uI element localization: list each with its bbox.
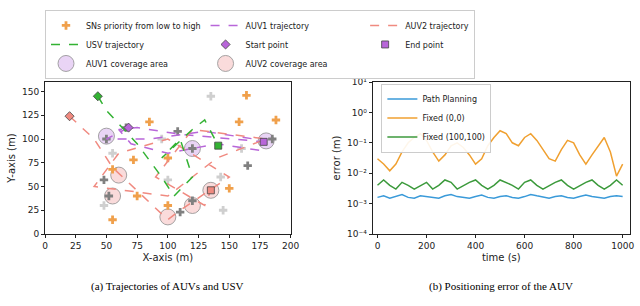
svg-text:(a) Trajectories of AUVs and U: (a) Trajectories of AUVs and USV: [91, 280, 244, 293]
svg-text:150: 150: [22, 87, 39, 97]
svg-text:USV trajectory: USV trajectory: [86, 41, 144, 50]
svg-text:time (s): time (s): [482, 252, 521, 263]
svg-text:800: 800: [565, 241, 582, 251]
svg-text:Fixed (0,0): Fixed (0,0): [422, 114, 464, 123]
svg-text:Start point: Start point: [246, 41, 289, 50]
svg-text:200: 200: [282, 241, 299, 251]
svg-text:75: 75: [28, 158, 39, 168]
svg-text:AUV1 coverage area: AUV1 coverage area: [86, 60, 168, 69]
svg-text:X-axis (m): X-axis (m): [142, 252, 193, 263]
svg-text:10¹: 10¹: [351, 77, 367, 88]
svg-text:75: 75: [131, 241, 142, 251]
svg-text:10⁻⁴: 10⁻⁴: [347, 229, 367, 239]
svg-text:100: 100: [22, 134, 39, 144]
svg-text:1000: 1000: [611, 241, 634, 251]
svg-text:125: 125: [22, 110, 39, 120]
svg-text:Fixed (100,100): Fixed (100,100): [422, 133, 485, 142]
svg-text:175: 175: [251, 241, 268, 251]
svg-text:SNs priority from low to high: SNs priority from low to high: [86, 22, 201, 31]
svg-text:Y-axis (m): Y-axis (m): [6, 133, 17, 183]
svg-text:100: 100: [159, 241, 176, 251]
svg-text:10⁻³: 10⁻³: [347, 199, 367, 209]
svg-text:10⁻¹: 10⁻¹: [347, 138, 367, 148]
svg-text:125: 125: [190, 241, 207, 251]
svg-text:10⁰: 10⁰: [352, 108, 367, 118]
svg-text:50: 50: [28, 182, 40, 192]
svg-text:25: 25: [70, 241, 81, 251]
svg-text:End point: End point: [405, 41, 443, 50]
svg-text:150: 150: [221, 241, 238, 251]
svg-text:0: 0: [42, 241, 48, 251]
svg-text:10⁻²: 10⁻²: [347, 168, 367, 178]
svg-text:0: 0: [33, 229, 39, 239]
svg-text:(b) Positioning error of the A: (b) Positioning error of the AUV: [429, 280, 573, 293]
svg-text:error (m): error (m): [331, 135, 342, 180]
svg-text:AUV1 trajectory: AUV1 trajectory: [246, 22, 310, 31]
svg-text:600: 600: [516, 241, 533, 251]
svg-text:50: 50: [101, 241, 113, 251]
svg-text:AUV2 coverage area: AUV2 coverage area: [246, 60, 328, 69]
svg-text:25: 25: [28, 205, 39, 215]
svg-text:Path Planning: Path Planning: [422, 95, 477, 104]
svg-text:400: 400: [467, 241, 484, 251]
svg-text:0: 0: [375, 241, 381, 251]
svg-text:AUV2 trajectory: AUV2 trajectory: [405, 22, 469, 31]
svg-text:200: 200: [418, 241, 435, 251]
